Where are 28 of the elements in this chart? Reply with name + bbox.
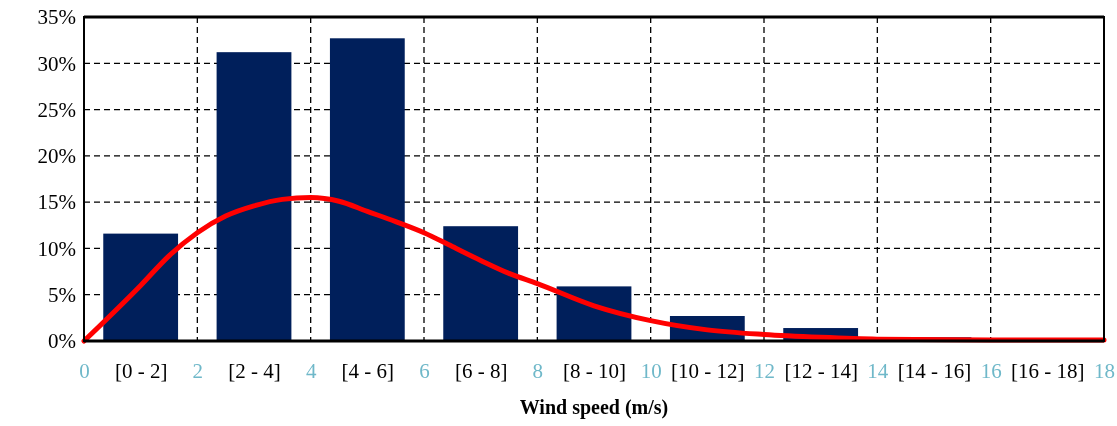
x-tick-label: [6 - 8]: [454, 358, 508, 383]
y-tick-label: 5%: [48, 282, 76, 307]
y-tick-label: 35%: [37, 5, 76, 30]
x-tick-label: 18: [1094, 358, 1115, 383]
x-tick-label: [0 - 2]: [114, 358, 168, 383]
x-tick-label: [14 - 16]: [897, 358, 972, 383]
x-tick-label: [10 - 12]: [671, 358, 745, 383]
x-tick-label: [2 - 4]: [228, 358, 281, 383]
x-tick-label: 12: [754, 358, 775, 383]
y-tick-label: 20%: [37, 144, 76, 169]
x-tick-label: 8: [532, 358, 544, 383]
x-tick-label: 6: [419, 358, 430, 383]
y-tick-label: 0%: [48, 329, 76, 354]
x-tick-label: 10: [640, 358, 662, 383]
x-tick-label: [8 - 10]: [563, 358, 626, 383]
x-tick-label: 0: [79, 358, 90, 383]
x-tick-label: [16 - 18]: [1011, 358, 1085, 383]
x-tick-label: 16: [980, 358, 1002, 383]
x-tick-label: 14: [867, 358, 889, 383]
x-tick-label: [4 - 6]: [341, 358, 395, 383]
x-tick-label: 4: [305, 358, 317, 383]
y-tick-label: 25%: [37, 97, 76, 122]
y-tick-label: 10%: [37, 236, 76, 261]
x-tick-label: [12 - 14]: [784, 358, 858, 383]
y-tick-label: 30%: [37, 51, 76, 76]
y-tick-label: 15%: [37, 190, 76, 215]
x-axis-title: Wind speed (m/s): [519, 396, 669, 419]
x-tick-label: 2: [192, 358, 204, 383]
